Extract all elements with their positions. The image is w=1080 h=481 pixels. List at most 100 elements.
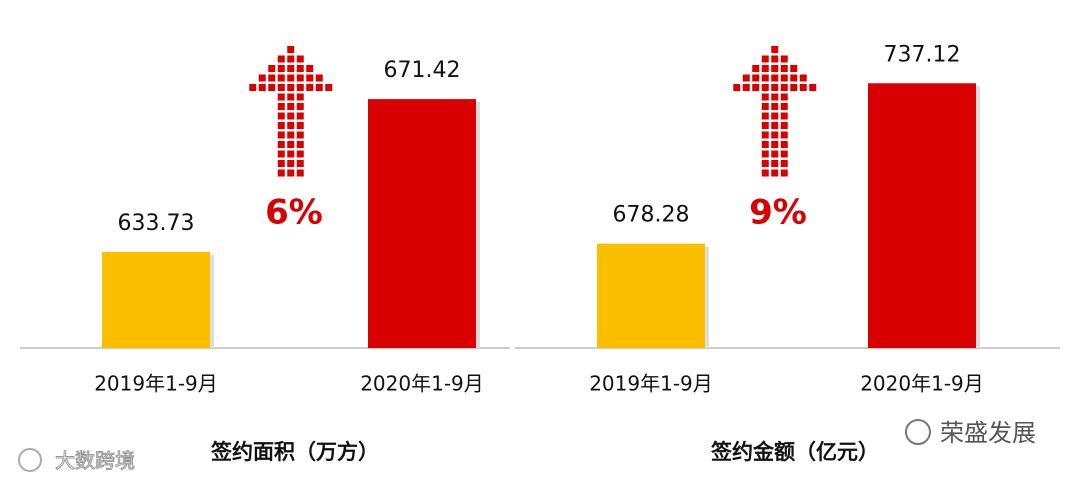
arrow-dot [296,84,304,91]
arrow-dot [287,141,295,148]
watermark: 大数跨境 [55,449,135,473]
arrow-dot [306,65,314,72]
arrow-dot [799,84,807,91]
arrow-dot [771,103,779,110]
arrow-dot [287,84,295,91]
arrow-dot [296,150,304,158]
arrow-dot [306,84,314,91]
arrow-dot [277,74,285,82]
arrow-dot [780,150,788,158]
x-tick-label: 2020年1-9月 [860,372,984,396]
arrow-dot [771,112,779,120]
arrow-dot [752,84,760,91]
arrow-dot [771,131,779,139]
arrow-dot [287,122,295,129]
arrow-dot [780,103,788,110]
arrow-dot [315,84,323,91]
arrow-dot [287,160,295,167]
x-tick-label: 2019年1-9月 [589,372,713,396]
arrow-dot [780,84,788,91]
value-label: 678.28 [613,203,690,228]
arrow-dot [287,46,295,53]
arrow-dot [771,93,779,101]
arrow-dot [277,55,285,63]
arrow-dot [287,55,295,63]
arrow-dot [771,55,779,63]
arrow-dot [780,93,788,101]
arrow-dot [771,65,779,72]
arrow-dot [761,122,769,129]
bar [368,99,476,348]
arrow-dot [790,65,798,72]
arrow-dot [277,160,285,167]
arrow-dot [752,74,760,82]
arrow-dot [733,84,741,91]
arrow-dot [742,74,750,82]
arrow-dot [761,160,769,167]
arrow-dot [277,169,285,177]
arrow-dot [780,55,788,63]
arrow-dot [325,84,333,91]
arrow-dot [780,112,788,120]
arrow-dot [761,150,769,158]
arrow-dot [287,150,295,158]
arrow-dot [771,84,779,91]
arrow-dot [809,84,817,91]
arrow-dot [277,141,285,148]
arrow-dot [296,65,304,72]
arrow-dot [771,169,779,177]
arrow-dot [315,74,323,82]
chart-title: 签约金额（亿元） [710,440,879,464]
chart-title: 签约面积（万方） [210,440,379,464]
arrow-dot [277,65,285,72]
arrow-dot [296,131,304,139]
arrow-dot [761,65,769,72]
arrow-dot [287,131,295,139]
annotation: 6% [265,193,323,233]
arrow-dot [780,74,788,82]
arrow-dot [277,122,285,129]
arrow-dot [761,84,769,91]
bar [597,243,705,348]
arrow-dot [287,169,295,177]
arrow-dot [296,169,304,177]
arrow-dot [277,84,285,91]
bar [868,83,976,348]
arrow-dot [296,103,304,110]
arrow-dot [771,150,779,158]
arrow-dot [780,169,788,177]
arrow-dot [287,103,295,110]
arrow-dot [742,84,750,91]
x-tick-label: 2020年1-9月 [360,372,484,396]
arrow-dot [761,55,769,63]
arrow-dot [287,93,295,101]
arrow-dot [287,74,295,82]
arrow-dot [296,112,304,120]
arrow-dot [780,122,788,129]
arrow-dot [296,93,304,101]
bar [102,251,210,348]
arrow-dot [761,112,769,120]
arrow-dot [249,84,257,91]
arrow-dot [277,131,285,139]
arrow-dot [780,65,788,72]
arrow-dot [752,65,760,72]
arrow-dot [771,74,779,82]
arrow-dot [761,169,769,177]
arrow-dot [296,141,304,148]
arrow-dot [277,93,285,101]
arrow-dot [771,46,779,53]
arrow-dot [790,84,798,91]
arrow-dot [268,74,276,82]
arrow-dot [277,103,285,110]
arrow-dot [268,65,276,72]
arrow-dot [306,74,314,82]
watermark-icon [905,419,931,445]
arrow-dot [761,93,769,101]
arrow-dot [780,141,788,148]
arrow-dot [277,112,285,120]
arrow-dot [771,122,779,129]
arrow-dot [268,84,276,91]
arrow-dot [287,112,295,120]
arrow-dot [296,160,304,167]
